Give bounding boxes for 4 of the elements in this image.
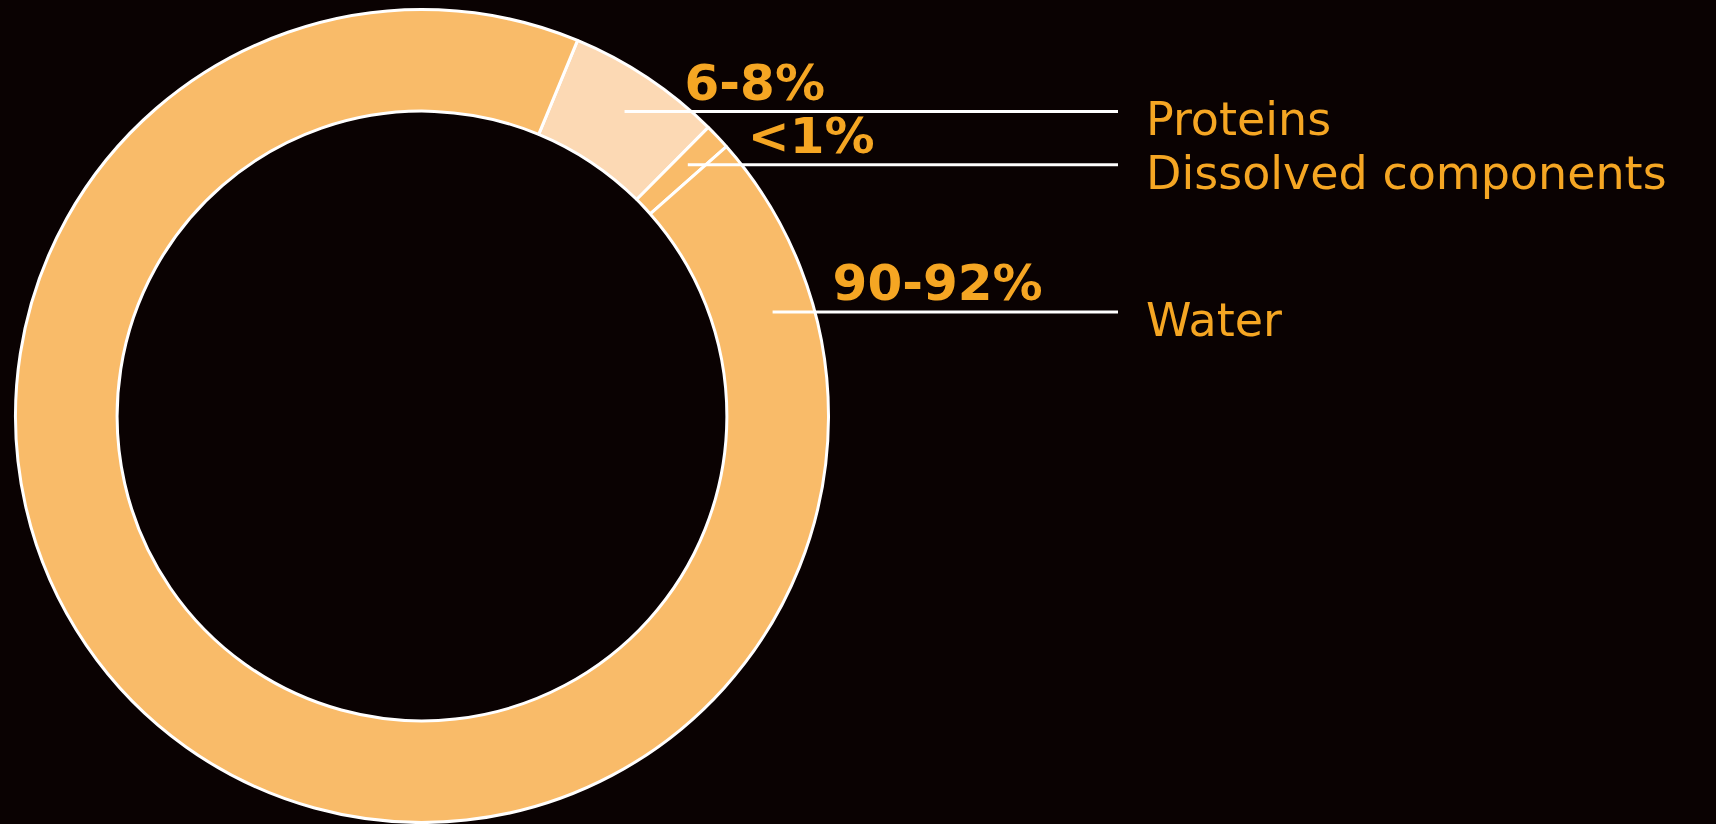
data-label: 90-92%: [832, 254, 1043, 313]
slice-label: Water: [1146, 292, 1283, 347]
slice-label: Proteins: [1146, 92, 1332, 147]
slice-label: Dissolved components: [1146, 145, 1667, 200]
